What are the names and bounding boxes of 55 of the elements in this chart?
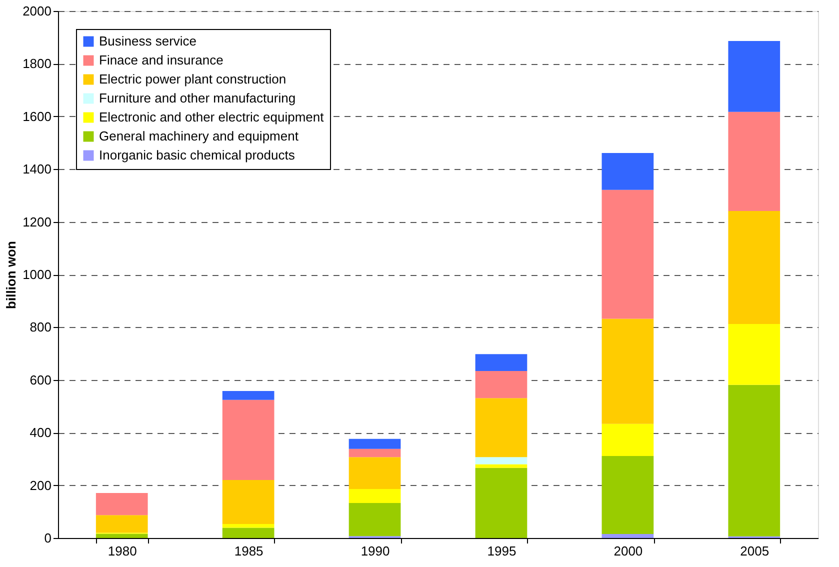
bar: [602, 190, 654, 319]
bar: [348, 448, 401, 458]
bar: [602, 153, 654, 190]
bar: [475, 370, 528, 398]
x-tick-label: 1990: [360, 544, 390, 558]
bar: [728, 41, 780, 112]
y-tick-label: 400: [30, 425, 52, 440]
bar: [475, 468, 528, 538]
bar: [222, 480, 274, 524]
bar: [475, 354, 528, 371]
y-tick-label: 600: [30, 372, 52, 388]
y-tick-label: 1600: [22, 108, 52, 124]
bar: [348, 502, 401, 536]
bar: [96, 534, 148, 538]
bar: [728, 112, 780, 211]
y-tick-label: 2000: [22, 4, 52, 18]
bar: [348, 457, 401, 489]
y-axis-title: billion won: [4, 241, 19, 309]
bar: [96, 492, 148, 516]
bar: [728, 384, 780, 536]
bar: [475, 464, 528, 468]
x-tick-label: 2005: [740, 544, 770, 558]
bar: [96, 515, 148, 533]
y-tick-label: 800: [30, 320, 52, 335]
bar: [348, 488, 401, 503]
y-tick-label: 1400: [22, 162, 52, 177]
legend-label: Furniture and other manufacturing: [99, 90, 296, 106]
bar: [728, 210, 780, 324]
bar: [475, 398, 528, 458]
legend-label: Business service: [99, 34, 197, 48]
y-tick-label: 1200: [22, 214, 52, 230]
legend-label: Electric power plant construction: [99, 72, 286, 86]
y-tick-label: 1000: [22, 267, 52, 282]
y-tick-label: 200: [30, 478, 52, 493]
legend-label: General machinery and equipment: [99, 128, 299, 144]
x-tick-label: 1995: [487, 544, 516, 558]
x-tick-label: 1980: [108, 544, 137, 558]
bar: [348, 438, 401, 449]
bar: [602, 424, 654, 456]
bar: [728, 324, 780, 385]
bar: [475, 457, 528, 464]
x-tick-label: 1985: [234, 544, 264, 558]
bar: [222, 528, 274, 538]
x-tick-label: 2000: [614, 544, 643, 558]
bar: [222, 400, 274, 480]
bar: [602, 318, 654, 424]
legend-label: Finace and insurance: [99, 52, 224, 68]
legend-label: Electronic and other electric equipment: [99, 110, 324, 124]
bar: [602, 456, 654, 534]
bar: [222, 524, 274, 528]
y-tick-label: 1800: [22, 56, 52, 72]
legend-label: Inorganic basic chemical products: [99, 148, 296, 162]
bar: [602, 534, 654, 538]
y-tick-label: 0: [44, 530, 52, 546]
bar: [222, 390, 274, 400]
